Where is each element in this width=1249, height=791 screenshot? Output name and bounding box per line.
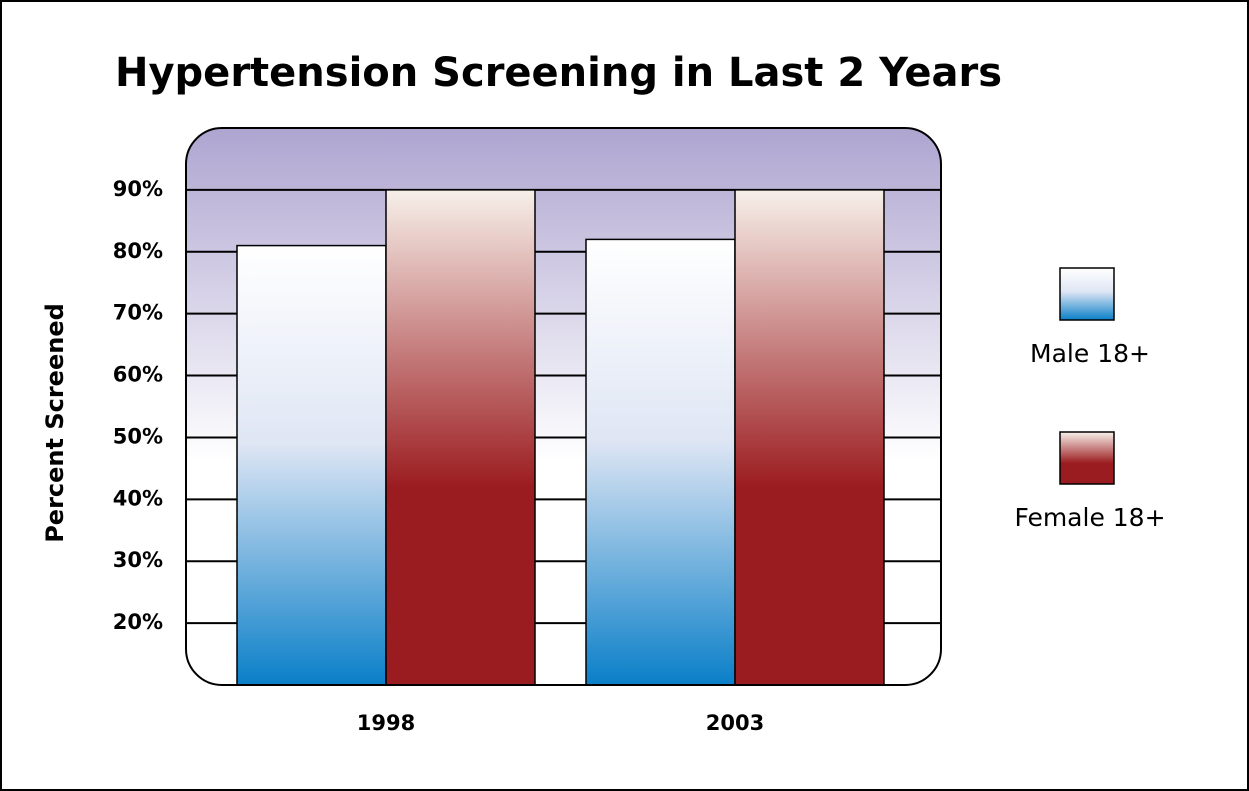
y-axis-label: Percent Screened (41, 303, 69, 543)
plot-border (185, 127, 942, 686)
bar (236, 244, 387, 685)
y-tick-label: 80% (113, 239, 163, 263)
plot-area (186, 188, 941, 685)
bar (385, 189, 536, 685)
y-tick-label: 20% (113, 610, 163, 634)
y-tick-label: 70% (113, 301, 163, 325)
legend-swatch (1059, 431, 1115, 485)
bar (734, 189, 885, 685)
legend-swatch (1059, 267, 1115, 321)
y-tick-label: 90% (113, 177, 163, 201)
x-tick-label: 1998 (357, 711, 415, 735)
chart-title: Hypertension Screening in Last 2 Years (115, 50, 1002, 96)
legend-label: Male 18+ (1030, 339, 1150, 368)
bar (585, 238, 736, 685)
y-tick-label: 50% (113, 424, 163, 448)
x-tick-label: 2003 (706, 711, 764, 735)
y-tick-label: 60% (113, 363, 163, 387)
y-tick-label: 40% (113, 486, 163, 510)
y-tick-label: 30% (113, 548, 163, 572)
legend-label: Female 18+ (1014, 503, 1165, 532)
